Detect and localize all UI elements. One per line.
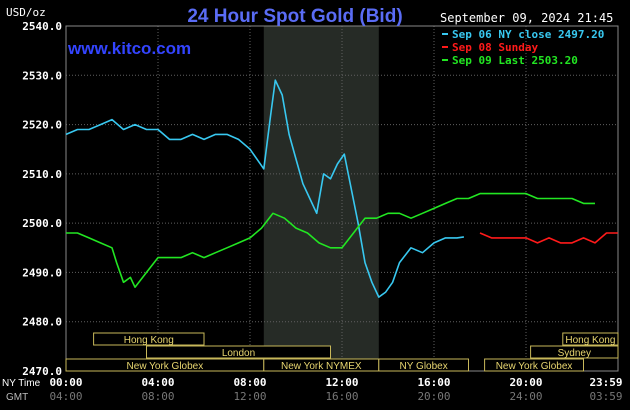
x-tick-label-ny: 16:00 (417, 376, 450, 389)
session-bar (484, 358, 585, 372)
x-tick-label-ny: 20:00 (509, 376, 542, 389)
x-tick-label-ny: 12:00 (325, 376, 358, 389)
y-tick-label: 2510.0 (22, 168, 62, 181)
x-tick-label-ny: 00:00 (49, 376, 82, 389)
session-label: Sydney (558, 348, 591, 359)
session-label: London (222, 348, 255, 359)
series-line (65, 79, 465, 298)
series-line (66, 192, 595, 289)
session-label: New York Globex (496, 361, 573, 372)
y-tick-label: 2530.0 (22, 69, 62, 82)
x-tick-label-ny: 23:59 (589, 376, 622, 389)
x-tick-label-gmt: 12:00 (233, 390, 266, 403)
y-tick-label: 2490.0 (22, 266, 62, 279)
session-label: Hong Kong (565, 335, 615, 346)
x-tick-label-gmt: 20:00 (417, 390, 450, 403)
session-bar (146, 345, 331, 359)
x-tick-label-gmt: 16:00 (325, 390, 358, 403)
y-tick-label: 2480.0 (22, 316, 62, 329)
y-tick-label: 2470.0 (22, 365, 62, 378)
y-axis-unit-label: USD/oz (6, 6, 46, 19)
x-tick-label-ny: 04:00 (141, 376, 174, 389)
legend-entry: Sep 08 Sunday (452, 41, 538, 54)
legend-entry: Sep 06 NY close 2497.20 (452, 28, 604, 41)
x-tick-label-gmt: 24:00 (509, 390, 542, 403)
session-label: NY Globex (400, 361, 448, 372)
session-bar (530, 345, 619, 359)
chart-title: 24 Hour Spot Gold (Bid) (187, 6, 402, 27)
site-logo-text: www.kitco.com (67, 39, 191, 58)
timestamp: September 09, 2024 21:45 (440, 11, 613, 25)
y-tick-label: 2520.0 (22, 119, 62, 132)
session-label: New York Globex (127, 361, 204, 372)
x-row-label-gmt: GMT (6, 392, 28, 403)
session-bar (378, 358, 469, 372)
legend-entry: Sep 09 Last 2503.20 (452, 54, 578, 67)
session-label: Hong Kong (124, 335, 174, 346)
x-row-label-ny: NY Time (2, 378, 41, 389)
y-tick-label: 2540.0 (22, 20, 62, 33)
nymex-session-band (263, 26, 379, 371)
x-tick-label-gmt: 03:59 (589, 390, 622, 403)
series-line (479, 232, 618, 244)
x-tick-label-ny: 08:00 (233, 376, 266, 389)
x-tick-label-gmt: 08:00 (141, 390, 174, 403)
session-bar (562, 332, 619, 346)
session-label: New York NYMEX (281, 361, 362, 372)
y-tick-label: 2500.0 (22, 217, 62, 230)
session-bar (93, 332, 205, 346)
x-tick-label-gmt: 04:00 (49, 390, 82, 403)
